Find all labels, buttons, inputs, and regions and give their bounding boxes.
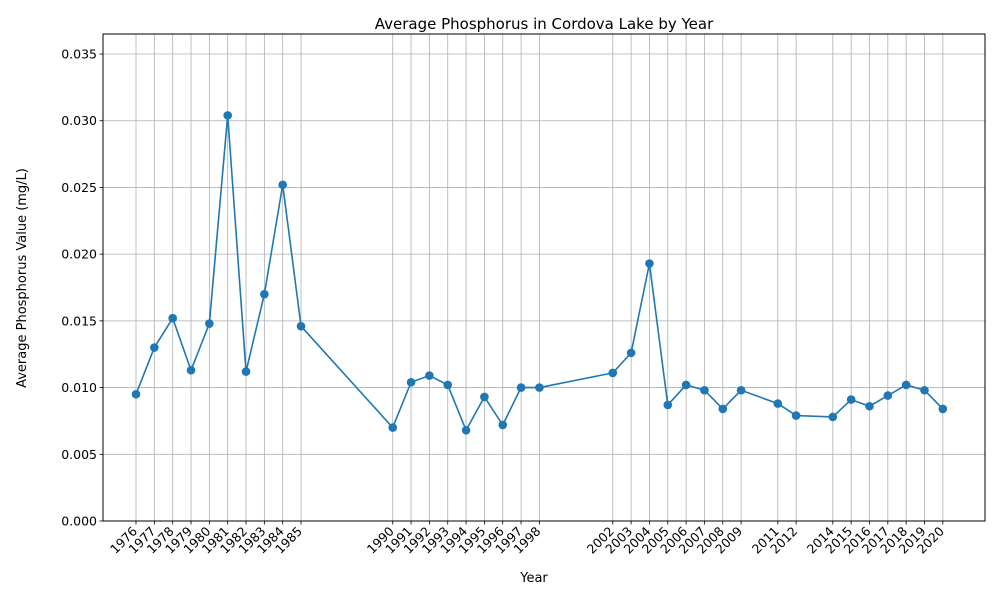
data-point <box>718 404 728 414</box>
data-point <box>168 313 177 323</box>
y-tick-label: 0.010 <box>61 380 97 395</box>
data-point <box>296 321 306 331</box>
data-point <box>388 423 398 432</box>
y-tick-label: 0.035 <box>61 47 97 62</box>
data-point <box>901 380 911 390</box>
data-point <box>260 289 269 299</box>
data-point <box>223 111 232 120</box>
data-point <box>150 343 159 352</box>
data-point <box>865 401 874 411</box>
data-point <box>480 392 489 402</box>
y-axis-ticks: 0.000 0.005 0.010 0.015 0.020 0.025 0.030 0.035 <box>61 47 103 529</box>
data-point <box>406 377 416 387</box>
y-tick-label: 0.030 <box>61 113 97 128</box>
data-point <box>736 385 746 395</box>
data-point <box>938 404 948 414</box>
data-point <box>608 368 618 378</box>
chart-title: Average Phosphorus in Cordova Lake by Ye… <box>375 15 714 33</box>
plot-frame <box>102 33 986 522</box>
data-point <box>205 319 214 328</box>
y-tick-label: 0.005 <box>61 447 97 462</box>
x-axis-title: Year <box>519 571 548 586</box>
data-point <box>186 365 196 375</box>
data-point <box>461 425 471 435</box>
data-point <box>241 367 251 376</box>
data-point <box>516 383 526 392</box>
y-tick-label: 0.000 <box>61 514 97 529</box>
data-point <box>920 385 929 395</box>
series-phosphorus <box>131 111 948 435</box>
data-point <box>791 411 801 420</box>
data-point <box>663 400 673 410</box>
y-tick-label: 0.020 <box>61 247 97 262</box>
y-axis-title: Average Phosphorus Value (mg/L) <box>15 168 30 388</box>
data-point <box>846 395 856 404</box>
data-point <box>700 385 709 395</box>
data-point <box>443 380 453 390</box>
data-point <box>498 420 508 430</box>
data-point <box>773 399 783 408</box>
data-point <box>645 259 654 268</box>
data-point <box>535 383 544 392</box>
data-point <box>278 180 288 190</box>
grid <box>103 34 985 522</box>
data-point <box>828 412 838 422</box>
data-point <box>131 389 141 399</box>
data-point <box>883 391 893 400</box>
x-axis-ticks: 1976197719781979198019811982198319841985… <box>107 521 947 557</box>
data-point <box>626 348 636 358</box>
data-point <box>681 380 691 390</box>
y-tick-label: 0.015 <box>61 313 97 328</box>
data-point <box>425 371 434 380</box>
y-tick-label: 0.025 <box>61 180 97 195</box>
